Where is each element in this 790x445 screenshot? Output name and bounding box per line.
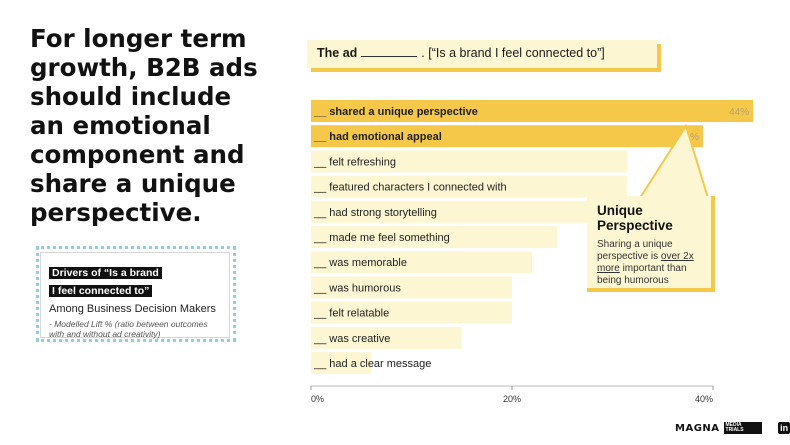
- callout-title: Unique Perspective: [597, 203, 673, 233]
- callout-text-before: Sharing a unique perspective is: [597, 239, 673, 262]
- bar-label-4: __ had strong storytelling: [313, 207, 437, 219]
- bar-7: [311, 276, 512, 299]
- linkedin-icon: in: [778, 422, 790, 434]
- bar-4: [311, 200, 598, 223]
- footer-logos: MAGNA MEDIA TRIALS in: [675, 422, 790, 434]
- bar-label-5: __ made me feel something: [313, 232, 450, 244]
- bar-label-2: __ felt refreshing: [313, 156, 396, 168]
- unique-perspective-callout: Unique Perspective Sharing a unique pers…: [587, 196, 715, 292]
- prompt-box: The ad . [“Is a brand I feel connected to…: [307, 40, 657, 68]
- media-trials-logo: MEDIA TRIALS: [723, 422, 763, 434]
- drivers-title-line2: I feel connected to”: [49, 285, 153, 297]
- bar-9: [311, 326, 462, 349]
- bar-label-6: __ was memorable: [313, 257, 407, 269]
- bar-label-7: __ was humorous: [313, 282, 401, 294]
- drivers-info-box: Drivers of “Is a brand I feel connected …: [36, 246, 236, 342]
- bar-label-9: __ was creative: [313, 333, 390, 345]
- x-tick-label-1: 20%: [503, 394, 521, 404]
- bar-1: [311, 125, 703, 148]
- bar-10: [311, 352, 372, 374]
- bar-3: [311, 175, 628, 198]
- x-tick-label-2: 40%: [695, 394, 713, 404]
- callout-text-after: important than being humorous: [597, 263, 687, 286]
- bar-label-1: __ had emotional appeal: [313, 131, 442, 143]
- bar-label-8: __ felt relatable: [313, 308, 389, 320]
- bar-5: [311, 226, 558, 248]
- magna-logo: MAGNA: [675, 422, 720, 434]
- bar-label-0: __ shared a unique perspective: [313, 106, 478, 118]
- bar-8: [311, 301, 512, 324]
- bar-2: [311, 150, 628, 173]
- drivers-subtitle: Among Business Decision Makers: [49, 303, 216, 315]
- bar-label-10: __ had a clear message: [313, 358, 431, 370]
- x-axis: 0% 20% 40%: [310, 385, 714, 404]
- drivers-note: - Modelled Lift % (ratio between outcome…: [49, 319, 208, 339]
- callout-text: Sharing a unique perspective is over 2x …: [597, 239, 701, 287]
- drivers-title: Drivers of “Is a brand I feel connected …: [49, 263, 221, 299]
- prompt-suffix: . [“Is a brand I feel connected to”]: [421, 46, 605, 60]
- drivers-info-panel: Drivers of “Is a brand I feel connected …: [40, 252, 230, 339]
- prompt-lead: The ad: [317, 46, 358, 60]
- bars-layer: __ shared a unique perspective 44% __ had …: [311, 100, 754, 374]
- x-tick-label-0: 0%: [311, 394, 324, 404]
- dotted-frame: [36, 246, 236, 342]
- prompt-blank: [361, 56, 418, 57]
- data-label-0: 44%: [729, 107, 749, 118]
- callout-text-underlined: over 2x more: [597, 251, 694, 274]
- bar-0: [311, 100, 754, 122]
- headline: For longer term growth, B2B ads should i…: [30, 24, 258, 227]
- bar-label-3: __ featured characters I connected with: [313, 182, 507, 194]
- drivers-title-line1: Drivers of “Is a brand: [49, 267, 162, 279]
- bar-6: [311, 251, 533, 274]
